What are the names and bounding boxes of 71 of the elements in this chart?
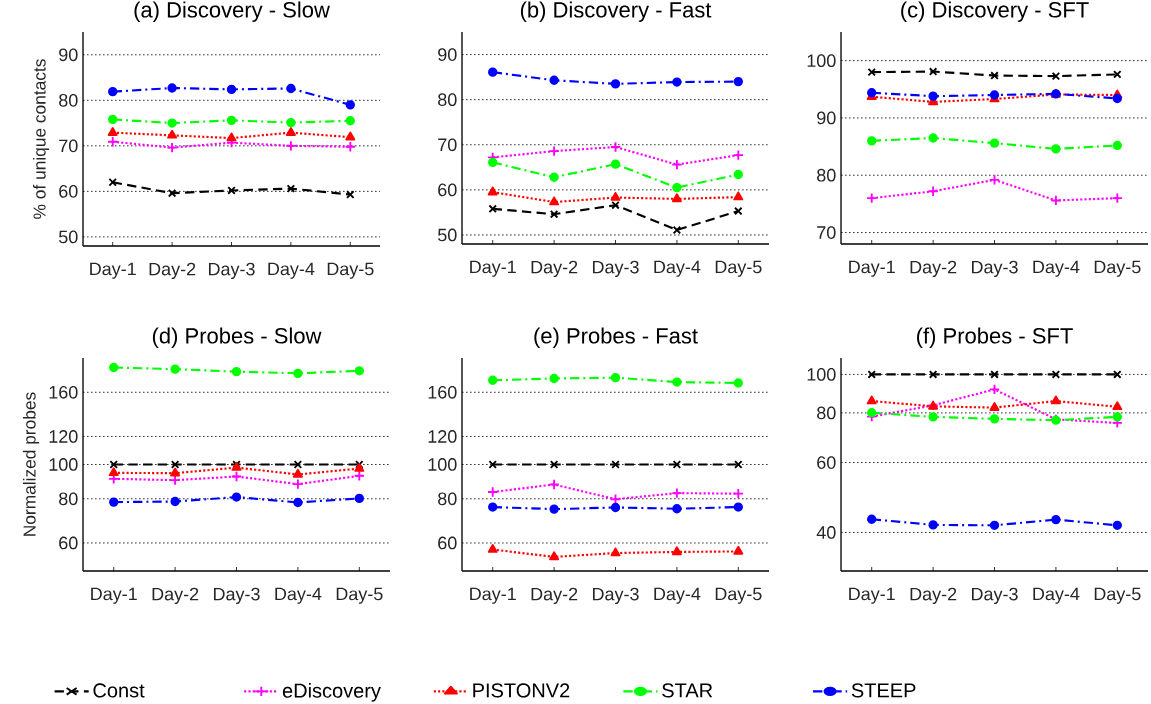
y-tick-label: 70 xyxy=(438,138,457,152)
y-tick-label: 60 xyxy=(59,536,78,550)
x-tick-label: Day-4 xyxy=(268,262,315,279)
legend-label: Const xyxy=(93,683,145,698)
x-tick-label: Day-2 xyxy=(531,260,578,278)
legend-label: STAR xyxy=(662,683,713,698)
x-tick-label: Day-2 xyxy=(531,587,578,605)
y-tick-label: 120 xyxy=(428,430,457,443)
y-tick-label: 100 xyxy=(807,368,836,381)
x-tick-label: Day-4 xyxy=(1033,587,1080,604)
chart-title: (c) Discovery - SFT xyxy=(901,1,1089,22)
x-tick-label: Day-3 xyxy=(592,587,639,605)
y-tick-label: 70 xyxy=(817,226,836,239)
y-axis-title: Normalized probes xyxy=(22,392,40,536)
y-tick-label: 100 xyxy=(807,54,836,68)
y-tick-label: 100 xyxy=(49,458,78,471)
x-tick-label: Day-4 xyxy=(654,260,701,277)
x-tick-label: Day-2 xyxy=(149,262,196,280)
x-tick-label: Day-3 xyxy=(592,260,639,278)
x-tick-label: Day-1 xyxy=(91,587,137,604)
x-tick-label: Day-4 xyxy=(1033,260,1080,277)
y-tick-label: 40 xyxy=(816,526,836,539)
x-tick-label: Day-1 xyxy=(90,262,136,279)
y-axis-title: % of unique contacts xyxy=(32,59,50,219)
x-tick-label: Day-5 xyxy=(715,260,762,277)
y-tick-label: 80 xyxy=(817,168,836,182)
x-tick-label: Day-1 xyxy=(849,260,895,277)
x-tick-label: Day-1 xyxy=(849,587,895,604)
y-tick-label: 50 xyxy=(58,230,78,244)
y-tick-label: 60 xyxy=(438,536,457,550)
chart-title: (f) Probes - SFT xyxy=(917,327,1073,348)
y-tick-label: 90 xyxy=(817,111,836,125)
x-tick-label: Day-1 xyxy=(470,260,516,277)
y-tick-label: 60 xyxy=(817,456,836,469)
y-tick-label: 80 xyxy=(817,406,836,420)
y-tick-label: 60 xyxy=(438,183,457,197)
y-tick-label: 160 xyxy=(49,385,78,399)
y-tick-label: 80 xyxy=(438,93,457,107)
y-tick-label: 70 xyxy=(59,139,78,153)
x-tick-label: Day-5 xyxy=(1094,260,1141,277)
y-tick-label: 80 xyxy=(59,492,78,506)
y-tick-label: 90 xyxy=(59,48,78,62)
x-tick-label: Day-2 xyxy=(910,260,957,278)
chart-title: (e) Probes - Fast xyxy=(534,327,698,348)
y-tick-label: 50 xyxy=(437,228,457,242)
y-tick-label: 60 xyxy=(59,184,78,198)
x-tick-label: Day-3 xyxy=(213,587,260,605)
x-tick-label: Day-3 xyxy=(971,260,1018,278)
legend-label: eDiscovery xyxy=(282,683,381,702)
x-tick-label: Day-3 xyxy=(208,262,255,280)
x-tick-label: Day-5 xyxy=(327,262,374,279)
y-tick-label: 80 xyxy=(438,492,457,506)
y-tick-label: 160 xyxy=(428,385,457,399)
chart-title: (d) Probes - Slow xyxy=(152,327,322,348)
y-tick-label: 100 xyxy=(428,458,457,471)
chart-title: (b) Discovery - Fast xyxy=(520,1,712,22)
y-tick-label: 80 xyxy=(59,93,78,107)
x-tick-label: Day-5 xyxy=(715,587,762,604)
x-tick-label: Day-5 xyxy=(336,587,383,604)
x-tick-label: Day-1 xyxy=(470,587,516,604)
x-tick-label: Day-5 xyxy=(1094,587,1141,604)
chart-title: (a) Discovery - Slow xyxy=(134,1,330,22)
y-tick-label: 120 xyxy=(49,430,78,443)
x-tick-label: Day-2 xyxy=(910,587,957,605)
legend-label: STEEP xyxy=(851,683,916,698)
x-tick-label: Day-4 xyxy=(275,587,322,604)
y-tick-label: 90 xyxy=(438,48,457,61)
x-tick-label: Day-3 xyxy=(971,587,1018,605)
x-tick-label: Day-4 xyxy=(654,587,701,604)
x-tick-label: Day-2 xyxy=(152,587,199,605)
legend-label: PISTONV2 xyxy=(473,683,570,698)
